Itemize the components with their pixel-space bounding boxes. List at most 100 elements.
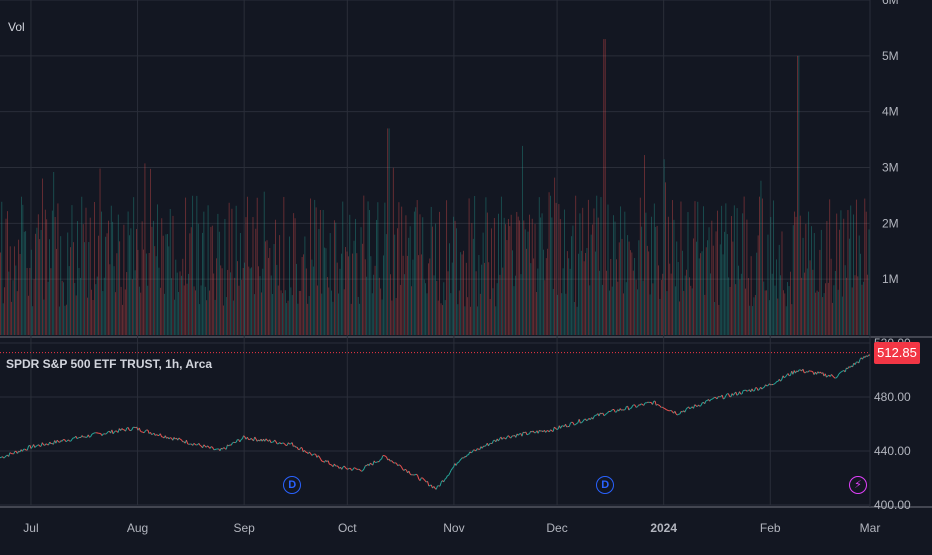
- volume-bar: [34, 279, 35, 335]
- volume-bar: [281, 290, 282, 335]
- volume-bar: [829, 199, 830, 335]
- volume-bar: [389, 128, 390, 335]
- price-segment: [359, 469, 360, 470]
- price-segment: [660, 406, 661, 408]
- volume-bar: [406, 215, 407, 335]
- x-tick-label: 2024: [650, 521, 677, 535]
- volume-bar: [794, 212, 795, 335]
- volume-bar: [821, 230, 822, 335]
- volume-bar: [543, 250, 544, 335]
- price-segment: [646, 402, 647, 403]
- price-segment: [271, 442, 272, 443]
- volume-bar: [603, 39, 604, 335]
- price-segment: [620, 409, 621, 411]
- lightning-icon[interactable]: ⚡: [849, 476, 867, 494]
- price-segment: [344, 466, 345, 468]
- volume-bar: [616, 259, 617, 335]
- volume-bar: [319, 229, 320, 335]
- volume-bar: [86, 208, 87, 335]
- price-segment: [35, 446, 36, 447]
- volume-bar: [560, 219, 561, 335]
- volume-bar: [735, 284, 736, 335]
- volume-bar: [852, 287, 853, 335]
- volume-bar: [335, 223, 336, 335]
- volume-bar: [181, 276, 182, 335]
- volume-bar: [807, 268, 808, 335]
- volume-bar: [84, 242, 85, 335]
- volume-bar: [107, 233, 108, 335]
- volume-bar: [105, 237, 106, 335]
- volume-bar: [268, 258, 269, 335]
- price-segment: [518, 434, 519, 435]
- price-segment: [45, 444, 46, 446]
- price-segment: [752, 389, 753, 391]
- volume-bar: [784, 293, 785, 335]
- volume-bar: [320, 210, 321, 335]
- volume-bar: [504, 218, 505, 335]
- price-segment: [395, 463, 396, 464]
- price-segment: [312, 454, 313, 455]
- volume-bar: [223, 306, 224, 335]
- volume-bar: [356, 253, 357, 335]
- volume-bar: [303, 254, 304, 335]
- price-segment: [631, 406, 632, 408]
- volume-bar: [585, 253, 586, 335]
- price-segment: [423, 478, 424, 479]
- volume-bar: [831, 259, 832, 335]
- volume-bar: [208, 205, 209, 335]
- volume-bar: [229, 203, 230, 335]
- volume-bar: [170, 209, 171, 335]
- volume-tick-label: 6M: [882, 0, 899, 7]
- volume-bar: [4, 287, 5, 335]
- volume-bar: [219, 232, 220, 335]
- volume-bar: [362, 244, 363, 335]
- volume-bar: [32, 306, 33, 335]
- volume-bar: [640, 198, 641, 335]
- volume-bar: [624, 212, 625, 335]
- price-segment: [834, 377, 835, 378]
- volume-bar: [571, 236, 572, 335]
- volume-bar: [142, 221, 143, 335]
- price-segment: [472, 450, 473, 452]
- volume-bar: [59, 307, 60, 335]
- volume-bar: [630, 250, 631, 335]
- volume-bar: [578, 254, 579, 335]
- volume-bar: [819, 250, 820, 335]
- volume-bar: [547, 249, 548, 335]
- price-segment: [746, 390, 747, 391]
- price-segment: [106, 433, 107, 434]
- volume-bar: [206, 300, 207, 335]
- volume-bar: [145, 163, 146, 335]
- price-segment: [240, 440, 241, 442]
- volume-bar: [553, 289, 554, 335]
- volume-bar: [22, 205, 23, 335]
- price-segment: [774, 383, 775, 384]
- volume-bar: [415, 207, 416, 335]
- volume-bar: [850, 206, 851, 335]
- volume-bar: [540, 218, 541, 335]
- volume-bar: [516, 212, 517, 335]
- price-segment: [754, 388, 755, 391]
- price-segment: [170, 438, 171, 439]
- price-segment: [251, 438, 252, 439]
- price-segment: [629, 408, 630, 410]
- volume-bar: [58, 203, 59, 335]
- volume-bar: [537, 269, 538, 335]
- price-segment: [700, 406, 701, 407]
- volume-bar: [338, 293, 339, 335]
- volume-bar: [275, 220, 276, 335]
- price-segment: [444, 479, 445, 482]
- volume-bar: [342, 202, 343, 335]
- volume-bar: [427, 293, 428, 335]
- price-segment: [199, 443, 200, 445]
- volume-bar: [98, 236, 99, 335]
- price-segment: [42, 443, 43, 445]
- volume-bar: [373, 275, 374, 335]
- volume-bar: [773, 200, 774, 335]
- volume-bar: [515, 276, 516, 335]
- price-segment: [92, 434, 93, 435]
- volume-bar: [689, 277, 690, 335]
- price-segment: [405, 469, 406, 470]
- volume-bar: [431, 207, 432, 335]
